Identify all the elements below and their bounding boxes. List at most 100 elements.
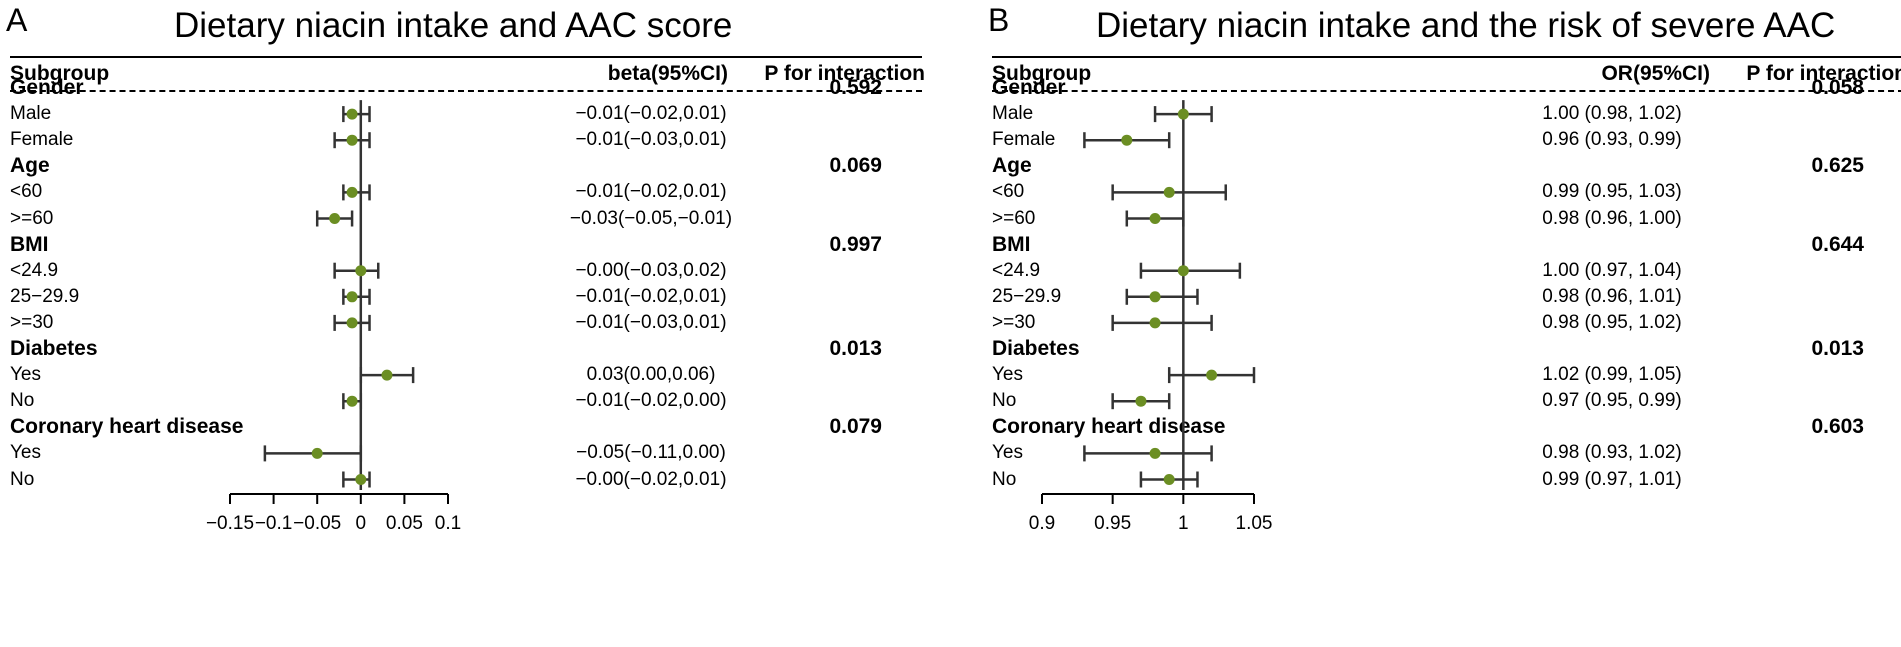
point-estimate bbox=[1149, 213, 1161, 224]
subgroup-label: >=30 bbox=[992, 311, 1036, 333]
subgroup-row: 25−29.9 −0.01(−0.02,0.01) bbox=[0, 282, 940, 312]
subgroup-row: Female −0.01(−0.03,0.01) bbox=[0, 125, 940, 155]
estimate-ci-label: 1.00 (0.98, 1.02) bbox=[1542, 103, 1682, 125]
subgroup-row: <60 0.99 (0.95, 1.03) bbox=[982, 177, 1901, 207]
estimate-ci-label: −0.01(−0.02,0.01) bbox=[575, 103, 727, 125]
x-axis-tick-label: 0.05 bbox=[386, 513, 423, 534]
x-axis-tick-label: −0.1 bbox=[255, 513, 293, 534]
point-estimate bbox=[1177, 265, 1189, 277]
subgroup-row: No 0.99 (0.97, 1.01) bbox=[982, 465, 1901, 495]
subgroup-label: Female bbox=[10, 129, 74, 151]
subgroup-row: No 0.97 (0.95, 0.99) bbox=[982, 386, 1901, 416]
point-estimate bbox=[346, 395, 358, 407]
panel-b: B Dietary niacin intake and the risk of … bbox=[982, 0, 1901, 647]
point-estimate bbox=[1206, 369, 1218, 381]
x-axis-tick-label: 1.05 bbox=[1236, 513, 1273, 534]
point-estimate bbox=[311, 447, 323, 459]
p-interaction-value: 0.013 bbox=[1811, 337, 1864, 360]
point-estimate bbox=[329, 213, 341, 224]
p-interaction-value: 0.069 bbox=[829, 154, 882, 178]
panel-letter: B bbox=[988, 2, 1010, 38]
x-axis-tick-label: 0.1 bbox=[435, 513, 461, 534]
subgroup-header: Subgroup bbox=[10, 62, 110, 85]
group-label: Gender bbox=[10, 76, 84, 99]
x-axis-tick-label: 0.9 bbox=[1029, 513, 1055, 534]
estimate-header: beta(95%CI) bbox=[607, 62, 728, 85]
estimate-ci-label: −0.00(−0.03,0.02) bbox=[575, 259, 727, 281]
point-estimate bbox=[1149, 447, 1161, 459]
x-axis-tick-label: 0 bbox=[356, 513, 367, 534]
estimate-ci-label: 0.99 (0.95, 1.03) bbox=[1542, 181, 1682, 203]
p-interaction-value: 0.058 bbox=[1811, 76, 1864, 99]
subgroup-row: No −0.00(−0.02,0.01) bbox=[0, 465, 940, 495]
subgroup-label: 25−29.9 bbox=[992, 285, 1062, 307]
point-estimate bbox=[381, 369, 393, 381]
group-label: Age bbox=[10, 154, 50, 178]
subgroup-label: >=30 bbox=[10, 311, 54, 333]
subgroup-label: Yes bbox=[992, 364, 1023, 386]
subgroup-label: Yes bbox=[10, 364, 41, 386]
point-estimate bbox=[346, 317, 358, 329]
p-interaction-header: P for interaction bbox=[764, 62, 925, 85]
estimate-ci-label: 0.96 (0.93, 0.99) bbox=[1542, 129, 1682, 151]
subgroup-row: Yes −0.05(−0.11,0.00) bbox=[0, 438, 940, 468]
group-label: Age bbox=[992, 154, 1032, 178]
estimate-ci-label: −0.01(−0.02,0.01) bbox=[575, 285, 727, 307]
subgroup-label: Male bbox=[992, 103, 1034, 125]
point-estimate bbox=[1149, 317, 1161, 329]
panel-letter: A bbox=[6, 2, 28, 38]
subgroup-label: No bbox=[10, 390, 35, 412]
estimate-ci-label: 1.02 (0.99, 1.05) bbox=[1542, 364, 1682, 386]
estimate-ci-label: −0.01(−0.03,0.01) bbox=[575, 129, 727, 151]
group-label: Coronary heart disease bbox=[10, 415, 244, 439]
group-row: Coronary heart disease 0.079 bbox=[0, 412, 940, 442]
subgroup-header: Subgroup bbox=[992, 62, 1092, 85]
estimate-ci-label: −0.05(−0.11,0.00) bbox=[576, 442, 726, 464]
point-estimate bbox=[346, 291, 358, 303]
estimate-ci-label: −0.01(−0.03,0.01) bbox=[575, 311, 727, 333]
group-row: Diabetes 0.013 bbox=[0, 334, 940, 364]
subgroup-label: >=60 bbox=[10, 207, 54, 229]
subgroup-row: >=30 −0.01(−0.03,0.01) bbox=[0, 308, 940, 338]
subgroup-row: <60 −0.01(−0.02,0.01) bbox=[0, 177, 940, 207]
header-dashed-rule bbox=[992, 90, 1901, 92]
subgroup-label: Yes bbox=[992, 442, 1023, 464]
group-label: BMI bbox=[992, 232, 1031, 256]
point-estimate bbox=[1121, 134, 1133, 146]
header-dashed-rule bbox=[10, 90, 922, 92]
group-label: Diabetes bbox=[992, 337, 1080, 360]
x-axis-tick-label: −0.05 bbox=[293, 513, 341, 534]
x-axis-tick-label: 0.95 bbox=[1094, 513, 1131, 534]
estimate-ci-label: 1.00 (0.97, 1.04) bbox=[1542, 259, 1682, 281]
p-interaction-value: 0.013 bbox=[829, 337, 882, 360]
subgroup-row: >=30 0.98 (0.95, 1.02) bbox=[982, 308, 1901, 338]
point-estimate bbox=[346, 186, 358, 198]
forest-plot: −0.15 −0.1 −0.05 0 0.05 0.1 bbox=[206, 100, 461, 534]
subgroup-row: <24.9 −0.00(−0.03,0.02) bbox=[0, 256, 940, 286]
subgroup-row: Male −0.01(−0.02,0.01) bbox=[0, 99, 940, 129]
group-row: BMI 0.644 bbox=[982, 230, 1901, 260]
group-row: Gender 0.592 bbox=[0, 73, 940, 103]
subgroup-label: <24.9 bbox=[992, 259, 1041, 281]
subgroup-label: >=60 bbox=[992, 207, 1036, 229]
p-interaction-value: 0.644 bbox=[1811, 232, 1864, 256]
subgroup-label: Male bbox=[10, 103, 52, 125]
point-estimate bbox=[355, 474, 367, 485]
x-axis-tick-label: −0.15 bbox=[206, 513, 254, 534]
subgroup-row: >=60 −0.03(−0.05,−0.01) bbox=[0, 204, 940, 234]
subgroup-label: <60 bbox=[10, 181, 43, 203]
estimate-header: OR(95%CI) bbox=[1601, 62, 1710, 85]
p-interaction-value: 0.079 bbox=[829, 415, 882, 439]
chart-title: Dietary niacin intake and the risk of se… bbox=[1096, 6, 1836, 45]
subgroup-label: No bbox=[992, 390, 1017, 412]
group-row: Diabetes 0.013 bbox=[982, 334, 1901, 364]
panel-a: A Dietary niacin intake and AAC score Su… bbox=[0, 0, 940, 647]
group-row: BMI 0.997 bbox=[0, 230, 940, 260]
subgroup-row: Yes 0.03(0.00,0.06) bbox=[0, 360, 940, 390]
chart-title: Dietary niacin intake and AAC score bbox=[174, 6, 733, 45]
subgroup-row: Male 1.00 (0.98, 1.02) bbox=[982, 99, 1901, 129]
point-estimate bbox=[355, 265, 367, 277]
estimate-ci-label: 0.98 (0.93, 1.02) bbox=[1542, 442, 1682, 464]
point-estimate bbox=[1177, 108, 1189, 120]
estimate-ci-label: −0.03(−0.05,−0.01) bbox=[569, 207, 733, 229]
